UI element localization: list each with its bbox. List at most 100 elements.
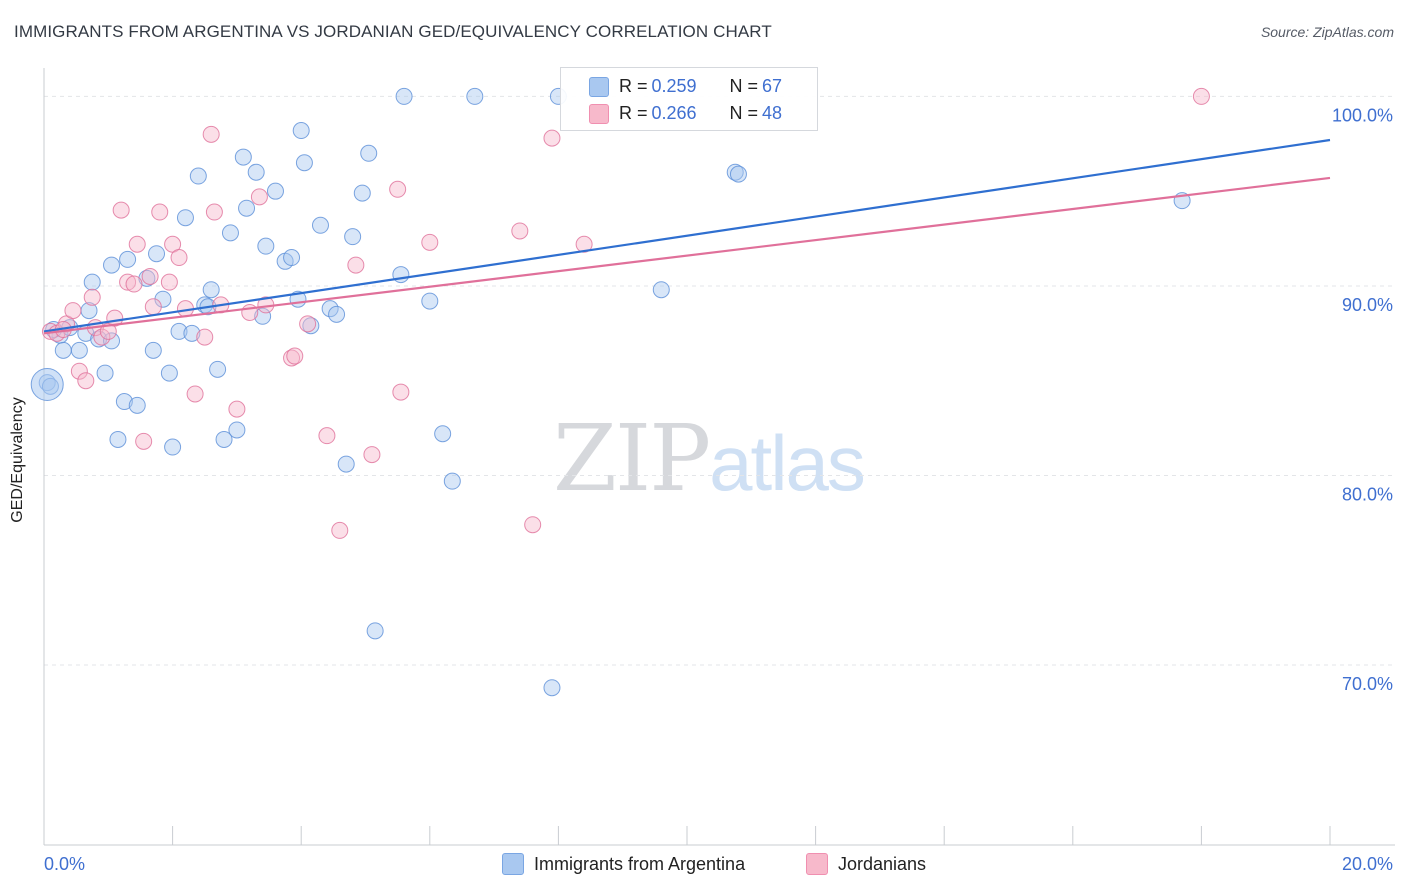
bottom-legend-label-argentina: Immigrants from Argentina: [534, 853, 746, 874]
chart-title: IMMIGRANTS FROM ARGENTINA VS JORDANIAN G…: [14, 22, 772, 41]
legend-n-value: 48: [762, 102, 783, 123]
legend-row-argentina: R = 0.259 N = 67: [619, 74, 782, 98]
point-jordanian: [389, 180, 407, 198]
point-jordanian: [135, 432, 153, 450]
point-jordanian: [141, 267, 159, 285]
point-argentina: [144, 341, 162, 359]
point-jordanian: [119, 273, 137, 291]
point-argentina: [395, 87, 413, 105]
point-jordanian: [196, 328, 214, 346]
gridlines: [44, 95, 1395, 666]
point-argentina: [360, 144, 378, 162]
watermark-zip: ZIP: [553, 405, 711, 512]
point-argentina: [543, 679, 561, 697]
point-argentina: [247, 163, 265, 181]
point-argentina: [128, 396, 146, 414]
point-argentina: [54, 341, 72, 359]
point-argentina: [103, 332, 121, 350]
point-argentina: [176, 209, 194, 227]
bottom-legend-argentina: Immigrants from Argentina: [502, 852, 745, 876]
trend-line-argentina: [43, 138, 1331, 333]
point-jordanian: [83, 288, 101, 306]
point-jordanian: [202, 125, 220, 143]
point-jordanian: [286, 347, 304, 365]
y-tick-label: 100.0%: [1332, 105, 1393, 125]
watermark-atlas: atlas: [709, 419, 866, 507]
point-jordanian: [392, 383, 410, 401]
point-jordanian: [151, 203, 169, 221]
y-tick-label: 90.0%: [1342, 295, 1393, 315]
point-argentina-cluster: [30, 367, 64, 401]
bottom-legend-jordanians: Jordanians: [806, 852, 926, 876]
point-argentina: [337, 455, 355, 473]
point-argentina: [183, 324, 201, 342]
point-argentina: [70, 341, 88, 359]
point-jordanian: [575, 235, 593, 253]
x-tick-label: 0.0%: [44, 854, 85, 874]
point-argentina: [353, 184, 371, 202]
point-argentina: [83, 273, 101, 291]
point-argentina: [257, 237, 275, 255]
point-argentina: [138, 269, 156, 287]
source-label: Source: ZipAtlas.com: [1260, 24, 1394, 40]
point-argentina: [189, 167, 207, 185]
point-jordanian: [250, 188, 268, 206]
point-argentina: [103, 256, 121, 274]
point-argentina: [421, 292, 439, 310]
point-jordanian: [144, 298, 162, 316]
point-jordanian: [543, 129, 561, 147]
legend-r-label: R =: [619, 102, 648, 123]
point-argentina: [119, 250, 137, 268]
point-argentina: [344, 228, 362, 246]
point-jordanian: [128, 235, 146, 253]
point-argentina: [209, 360, 227, 378]
point-jordanian: [186, 385, 204, 403]
point-jordanian: [299, 315, 317, 333]
point-jordanian: [421, 233, 439, 251]
point-argentina: [148, 245, 166, 263]
point-argentina: [221, 224, 239, 242]
trend-lines: [43, 138, 1331, 335]
watermark: ZIPatlas: [553, 405, 866, 512]
point-argentina: [311, 216, 329, 234]
axes: [43, 68, 1395, 846]
point-jordanian: [318, 427, 336, 445]
point-argentina: [295, 154, 313, 172]
trend-line-jordanians: [43, 176, 1331, 335]
point-argentina: [729, 165, 747, 183]
x-tick-label: 20.0%: [1342, 854, 1393, 874]
point-argentina: [254, 307, 272, 325]
point-argentina: [215, 430, 233, 448]
point-jordanian: [64, 302, 82, 320]
point-argentina: [292, 122, 310, 140]
y-tick-label: 70.0%: [1342, 674, 1393, 694]
data-points: [30, 87, 1210, 697]
point-jordanian: [112, 201, 130, 219]
point-jordanian: [70, 362, 88, 380]
y-axis-label: GED/Equivalency: [9, 397, 26, 523]
point-jordanian: [125, 275, 143, 293]
legend-swatch-argentina: [589, 77, 609, 97]
bottom-legend-swatch-argentina: [502, 853, 524, 875]
legend-n-label: N =: [729, 102, 759, 123]
legend-r-label: R =: [619, 75, 648, 96]
point-jordanian: [511, 222, 529, 240]
point-jordanian: [93, 328, 111, 346]
point-argentina: [726, 163, 744, 181]
point-jordanian: [524, 516, 542, 534]
point-argentina: [96, 364, 114, 382]
point-argentina: [234, 148, 252, 166]
legend-n-value: 67: [762, 75, 783, 96]
point-jordanian: [1192, 87, 1210, 105]
point-argentina: [115, 393, 133, 411]
point-jordanian: [331, 521, 349, 539]
legend-n-label: N =: [729, 75, 759, 96]
point-argentina: [202, 281, 220, 299]
point-jordanian: [77, 372, 95, 390]
legend-r-value: 0.259: [651, 75, 697, 96]
point-argentina: [302, 317, 320, 335]
point-jordanian: [347, 256, 365, 274]
point-argentina: [466, 87, 484, 105]
point-argentina: [164, 438, 182, 456]
